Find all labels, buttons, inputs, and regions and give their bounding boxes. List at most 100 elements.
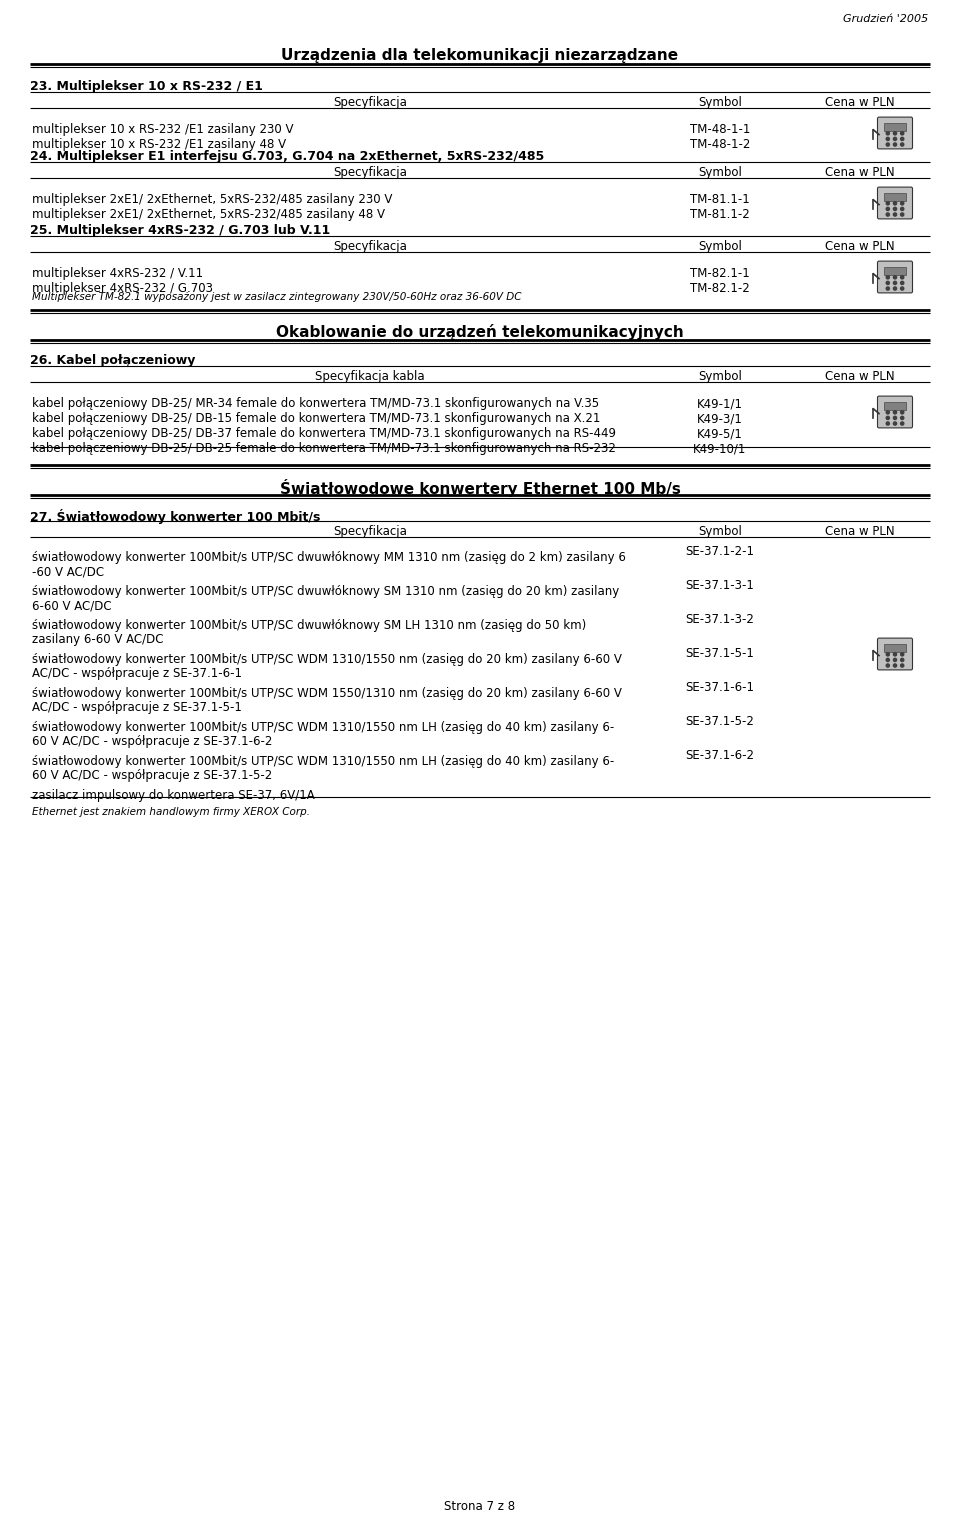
- Text: multiplekser 4xRS-232 / V.11: multiplekser 4xRS-232 / V.11: [32, 267, 204, 281]
- FancyBboxPatch shape: [877, 261, 913, 293]
- Text: 23. Multiplekser 10 x RS-232 / E1: 23. Multiplekser 10 x RS-232 / E1: [30, 80, 263, 93]
- Text: Grudzień '2005: Grudzień '2005: [843, 14, 928, 24]
- Circle shape: [886, 664, 889, 667]
- Text: kabel połączeniowy DB-25/ DB-25 female do konwertera TM/MD-73.1 skonfigurowanych: kabel połączeniowy DB-25/ DB-25 female d…: [32, 441, 616, 455]
- Text: Specyfikacja kabla: Specyfikacja kabla: [315, 370, 425, 382]
- Circle shape: [894, 281, 897, 285]
- Text: Cena w PLN: Cena w PLN: [826, 240, 895, 253]
- Circle shape: [886, 212, 889, 215]
- Circle shape: [894, 658, 897, 661]
- Text: SE-37.1-2-1: SE-37.1-2-1: [685, 545, 755, 558]
- Circle shape: [894, 652, 897, 655]
- Text: multiplekser 10 x RS-232 /E1 zasilany 230 V: multiplekser 10 x RS-232 /E1 zasilany 23…: [32, 123, 294, 137]
- Text: TM-81.1-1: TM-81.1-1: [690, 193, 750, 206]
- Text: SE-37.1-3-2: SE-37.1-3-2: [685, 613, 755, 625]
- Circle shape: [900, 658, 903, 661]
- Text: 60 V AC/DC - współpracuje z SE-37.1-5-2: 60 V AC/DC - współpracuje z SE-37.1-5-2: [32, 769, 273, 781]
- Circle shape: [900, 652, 903, 655]
- Text: multiplekser 2xE1/ 2xEthernet, 5xRS-232/485 zasilany 48 V: multiplekser 2xE1/ 2xEthernet, 5xRS-232/…: [32, 208, 385, 221]
- Bar: [884, 123, 906, 132]
- Circle shape: [900, 416, 903, 420]
- Circle shape: [900, 212, 903, 215]
- Text: zasilacz impulsowy do konwertera SE-37, 6V/1A: zasilacz impulsowy do konwertera SE-37, …: [32, 789, 315, 802]
- Bar: [884, 267, 906, 276]
- Circle shape: [894, 287, 897, 290]
- FancyBboxPatch shape: [877, 396, 913, 428]
- Text: multiplekser 10 x RS-232 /E1 zasilany 48 V: multiplekser 10 x RS-232 /E1 zasilany 48…: [32, 138, 286, 152]
- Bar: [884, 193, 906, 202]
- Text: SE-37.1-5-1: SE-37.1-5-1: [685, 646, 755, 660]
- Circle shape: [886, 208, 889, 211]
- Text: K49-1/1: K49-1/1: [697, 397, 743, 410]
- Text: światłowodowy konwerter 100Mbit/s UTP/SC dwuwłóknowy SM LH 1310 nm (zasięg do 50: światłowodowy konwerter 100Mbit/s UTP/SC…: [32, 619, 587, 633]
- Text: AC/DC - współpracuje z SE-37.1-5-1: AC/DC - współpracuje z SE-37.1-5-1: [32, 701, 242, 715]
- Circle shape: [894, 208, 897, 211]
- Text: światłowodowy konwerter 100Mbit/s UTP/SC WDM 1310/1550 nm (zasięg do 20 km) zasi: światłowodowy konwerter 100Mbit/s UTP/SC…: [32, 652, 622, 666]
- Circle shape: [900, 664, 903, 667]
- Text: Symbol: Symbol: [698, 370, 742, 382]
- Text: Strona 7 z 8: Strona 7 z 8: [444, 1500, 516, 1512]
- Text: 24. Multiplekser E1 interfejsu G.703, G.704 na 2xEthernet, 5xRS-232/485: 24. Multiplekser E1 interfejsu G.703, G.…: [30, 150, 544, 162]
- Text: Ethernet jest znakiem handlowym firmy XEROX Corp.: Ethernet jest znakiem handlowym firmy XE…: [32, 807, 310, 818]
- Text: kabel połączeniowy DB-25/ DB-15 female do konwertera TM/MD-73.1 skonfigurowanych: kabel połączeniowy DB-25/ DB-15 female d…: [32, 413, 600, 425]
- FancyBboxPatch shape: [877, 187, 913, 218]
- Text: K49-10/1: K49-10/1: [693, 441, 747, 455]
- Text: Specyfikacja: Specyfikacja: [333, 525, 407, 539]
- Text: TM-82.1-1: TM-82.1-1: [690, 267, 750, 281]
- Text: SE-37.1-3-1: SE-37.1-3-1: [685, 578, 755, 592]
- Text: Cena w PLN: Cena w PLN: [826, 165, 895, 179]
- Text: SE-37.1-6-1: SE-37.1-6-1: [685, 681, 755, 693]
- Circle shape: [894, 138, 897, 141]
- Circle shape: [900, 202, 903, 205]
- Text: światłowodowy konwerter 100Mbit/s UTP/SC WDM 1550/1310 nm (zasięg do 20 km) zasi: światłowodowy konwerter 100Mbit/s UTP/SC…: [32, 687, 622, 699]
- Text: Urządzenia dla telekomunikacji niezarządzane: Urządzenia dla telekomunikacji niezarząd…: [281, 49, 679, 64]
- Text: 6-60 V AC/DC: 6-60 V AC/DC: [32, 599, 111, 611]
- Circle shape: [886, 652, 889, 655]
- Text: TM-48-1-2: TM-48-1-2: [690, 138, 750, 152]
- Text: Specyfikacja: Specyfikacja: [333, 165, 407, 179]
- Text: K49-5/1: K49-5/1: [697, 426, 743, 440]
- Text: światłowodowy konwerter 100Mbit/s UTP/SC dwuwłóknowy SM 1310 nm (zasięg do 20 km: światłowodowy konwerter 100Mbit/s UTP/SC…: [32, 586, 619, 598]
- Text: SE-37.1-5-2: SE-37.1-5-2: [685, 715, 755, 728]
- Circle shape: [894, 202, 897, 205]
- Circle shape: [900, 143, 903, 146]
- Text: multiplekser 2xE1/ 2xEthernet, 5xRS-232/485 zasilany 230 V: multiplekser 2xE1/ 2xEthernet, 5xRS-232/…: [32, 193, 393, 206]
- Circle shape: [886, 658, 889, 661]
- Circle shape: [900, 132, 903, 135]
- Circle shape: [900, 138, 903, 141]
- FancyBboxPatch shape: [877, 117, 913, 149]
- Text: -60 V AC/DC: -60 V AC/DC: [32, 564, 104, 578]
- Circle shape: [886, 276, 889, 279]
- Text: Symbol: Symbol: [698, 165, 742, 179]
- Text: światłowodowy konwerter 100Mbit/s UTP/SC dwuwłóknowy MM 1310 nm (zasięg do 2 km): światłowodowy konwerter 100Mbit/s UTP/SC…: [32, 551, 626, 564]
- Text: Cena w PLN: Cena w PLN: [826, 525, 895, 539]
- Bar: [884, 643, 906, 652]
- Text: TM-48-1-1: TM-48-1-1: [690, 123, 750, 137]
- Text: Światłowodowe konwertery Ethernet 100 Mb/s: Światłowodowe konwertery Ethernet 100 Mb…: [279, 479, 681, 498]
- Text: kabel połączeniowy DB-25/ DB-37 female do konwertera TM/MD-73.1 skonfigurowanych: kabel połączeniowy DB-25/ DB-37 female d…: [32, 426, 616, 440]
- Circle shape: [886, 138, 889, 141]
- Text: K49-3/1: K49-3/1: [697, 413, 743, 425]
- Text: Multiplekser TM-82.1 wyposażony jest w zasilacz zintegrowany 230V/50-60Hz oraz 3: Multiplekser TM-82.1 wyposażony jest w z…: [32, 291, 521, 302]
- Circle shape: [886, 281, 889, 285]
- Circle shape: [894, 276, 897, 279]
- Text: Cena w PLN: Cena w PLN: [826, 96, 895, 109]
- Text: światłowodowy konwerter 100Mbit/s UTP/SC WDM 1310/1550 nm LH (zasięg do 40 km) z: światłowodowy konwerter 100Mbit/s UTP/SC…: [32, 755, 614, 768]
- Circle shape: [900, 276, 903, 279]
- Circle shape: [886, 143, 889, 146]
- Circle shape: [886, 422, 889, 425]
- Text: Cena w PLN: Cena w PLN: [826, 370, 895, 382]
- Circle shape: [900, 422, 903, 425]
- Text: światłowodowy konwerter 100Mbit/s UTP/SC WDM 1310/1550 nm LH (zasięg do 40 km) z: światłowodowy konwerter 100Mbit/s UTP/SC…: [32, 721, 614, 734]
- Circle shape: [894, 411, 897, 414]
- Circle shape: [894, 132, 897, 135]
- Circle shape: [886, 411, 889, 414]
- Bar: [884, 402, 906, 411]
- Circle shape: [900, 281, 903, 285]
- Text: 25. Multiplekser 4xRS-232 / G.703 lub V.11: 25. Multiplekser 4xRS-232 / G.703 lub V.…: [30, 225, 330, 237]
- Text: kabel połączeniowy DB-25/ MR-34 female do konwertera TM/MD-73.1 skonfigurowanych: kabel połączeniowy DB-25/ MR-34 female d…: [32, 397, 599, 410]
- Text: Specyfikacja: Specyfikacja: [333, 96, 407, 109]
- Circle shape: [894, 416, 897, 420]
- Text: Okablowanie do urządzeń telekomunikacyjnych: Okablowanie do urządzeń telekomunikacyjn…: [276, 325, 684, 340]
- Text: 60 V AC/DC - współpracuje z SE-37.1-6-2: 60 V AC/DC - współpracuje z SE-37.1-6-2: [32, 736, 273, 748]
